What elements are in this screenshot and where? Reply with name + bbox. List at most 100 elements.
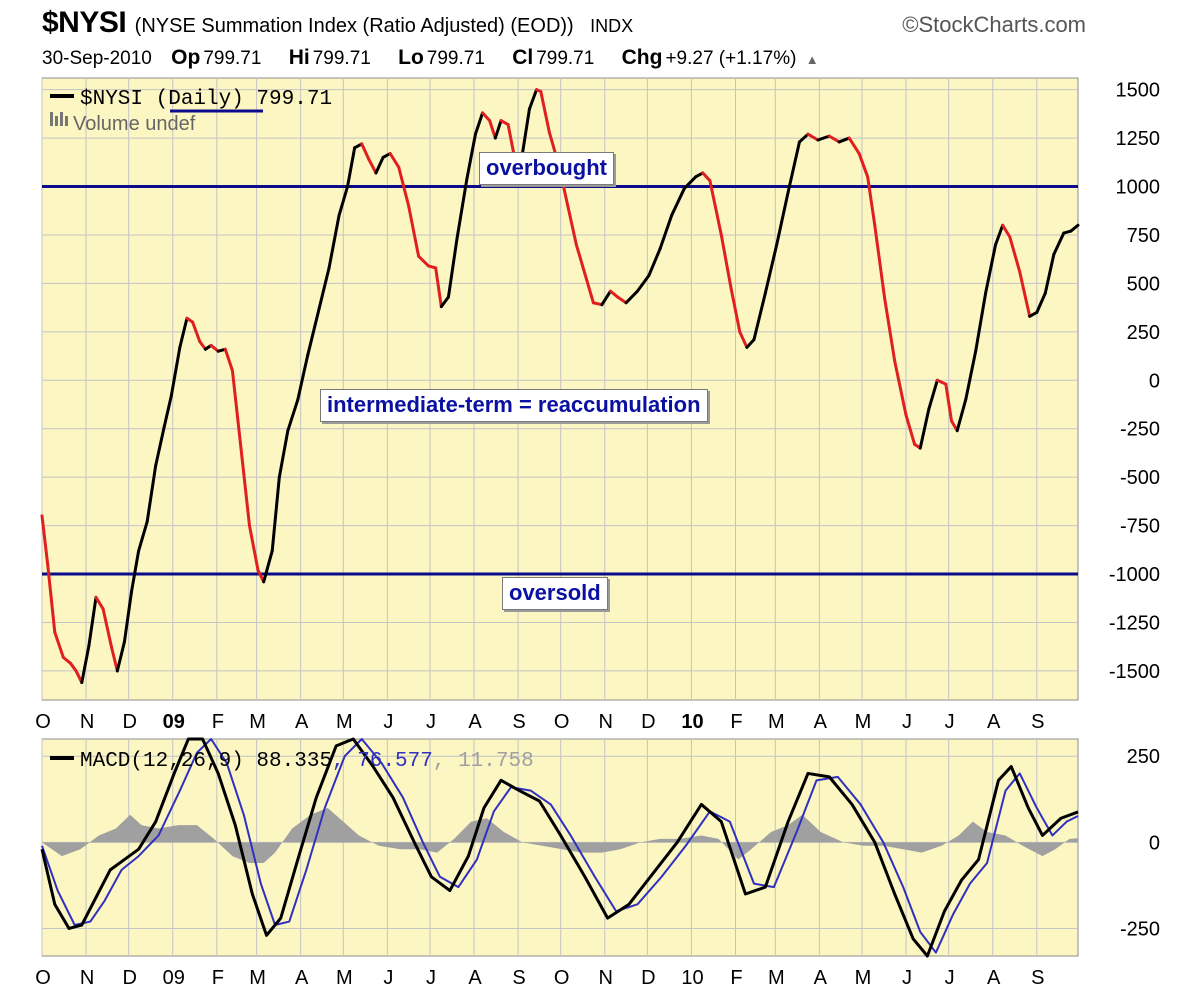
main-y-tick: 250 [1127,322,1160,344]
nysi-line-segment [286,398,300,433]
nysi-line-segment [1018,270,1032,318]
nysi-line-segment [797,132,810,144]
macd-x-tick: N [80,967,94,989]
nysi-line-segment [847,136,861,156]
nysi-line-segment [337,185,350,218]
main-y-tick: 750 [1127,225,1160,247]
nysi-line-segment [1069,223,1080,233]
overbought-annotation: overbought [479,152,614,185]
nysi-line-segment [738,330,749,349]
macd-x-tick: 09 [163,967,185,989]
main-y-tick: -1000 [1109,564,1160,586]
nysi-line-segment [624,289,639,305]
nysi-line-segment [566,204,578,247]
main-x-tick: A [468,711,482,733]
nysi-line-segment [239,446,251,528]
nysi-line-segment [1035,291,1047,314]
main-y-tick: -1500 [1109,661,1160,683]
macd-x-tick: S [512,967,525,989]
nysi-line-segment [763,243,779,295]
nysi-line-segment [488,119,497,140]
nysi-line-segment [68,661,78,673]
macd-x-tick: J [902,967,912,989]
nysi-line-segment [388,152,401,169]
main-y-tick: 1500 [1116,80,1161,102]
nysi-line-segment [198,340,207,351]
main-x-tick: J [945,711,955,733]
main-x-tick: A [295,711,309,733]
nysi-line-segment [223,347,234,373]
nysi-line-segment [439,295,450,309]
nysi-line-segment [786,140,801,194]
main-x-tick: M [768,711,785,733]
nysi-line-segment [53,630,65,659]
nysi-line-segment [191,320,202,344]
nysi-line-segment [600,289,612,307]
nysi-line-segment [647,247,662,278]
nysi-line-segment [277,429,290,479]
nysi-line-segment [434,266,443,309]
nysi-line-segment [527,88,539,111]
symbol-description: (NYSE Summation Index (Ratio Adjusted) (… [134,15,574,37]
volume-legend-bar [60,112,63,126]
nysi-line-segment [635,274,651,293]
main-x-tick: M [855,711,872,733]
macd-legend-histogram-value: , 11.758 [433,750,534,773]
macd-x-tick: J [426,967,436,989]
main-x-tick: A [987,711,1001,733]
nysi-line-segment [61,655,72,665]
main-x-tick: J [426,711,436,733]
quote-row: 30-Sep-2010 Op 799.71 Hi 799.71 Lo 799.71 C… [42,46,1092,70]
macd-legend-signal-value: , 76.577 [332,750,433,773]
nysi-line-segment [745,338,756,349]
main-y-tick: 1250 [1116,128,1161,150]
nysi-line-segment [857,152,870,179]
volume-legend-bar [65,116,68,126]
main-x-tick: 10 [681,711,703,733]
main-y-tick: -500 [1120,467,1160,489]
nysi-line-segment [169,345,182,398]
nysi-line-segment [729,287,742,334]
nysi-line-segment [1001,223,1012,239]
nysi-line-segment [893,359,908,417]
nysi-line-segment [473,111,485,136]
nysi-line-segment [873,223,887,301]
nysi-line-segment [94,595,105,611]
macd-x-tick: D [122,967,136,989]
main-x-tick: S [1031,711,1044,733]
main-x-tick: M [336,711,353,733]
nysi-line-segment [247,524,260,572]
nysi-line-segment [306,307,321,357]
main-x-tick: D [122,711,136,733]
macd-y-tick: 250 [1127,746,1160,768]
macd-legend-macd-value: 88.335 [244,750,332,773]
macd-x-tick: D [641,967,655,989]
nysi-line-segment [455,177,469,241]
nysi-line-segment [1008,235,1022,274]
macd-x-tick: 10 [681,967,703,989]
nysi-line-segment [752,291,767,342]
nysi-line-segment [317,266,331,311]
nysi-line-segment [46,562,57,634]
macd-legend-text: MACD(12,26,9) 88.335, 76.577, 11.758 [80,750,534,773]
nysi-line-segment [481,111,492,123]
quote-date: 30-Sep-2010 [42,48,152,69]
brand-watermark: ©StockCharts.com [902,12,1086,37]
main-y-tick: -1250 [1109,612,1160,634]
nysi-line-segment [122,589,134,644]
main-y-tick: 500 [1127,273,1160,295]
nysi-line-segment [775,190,790,247]
nysi-line-segment [944,382,954,423]
nysi-line-segment [719,233,733,291]
nysi-line-segment [984,243,998,295]
nysi-line-segment [327,214,341,270]
nysi-line-segment [115,640,126,673]
macd-x-tick: M [336,967,353,989]
macd-x-tick: O [554,967,570,989]
nysi-line-segment [883,297,897,363]
symbol-title: $NYSI [42,6,127,39]
change-label: Chg [621,46,663,69]
main-x-tick: D [641,711,655,733]
nysi-line-segment [904,413,917,446]
